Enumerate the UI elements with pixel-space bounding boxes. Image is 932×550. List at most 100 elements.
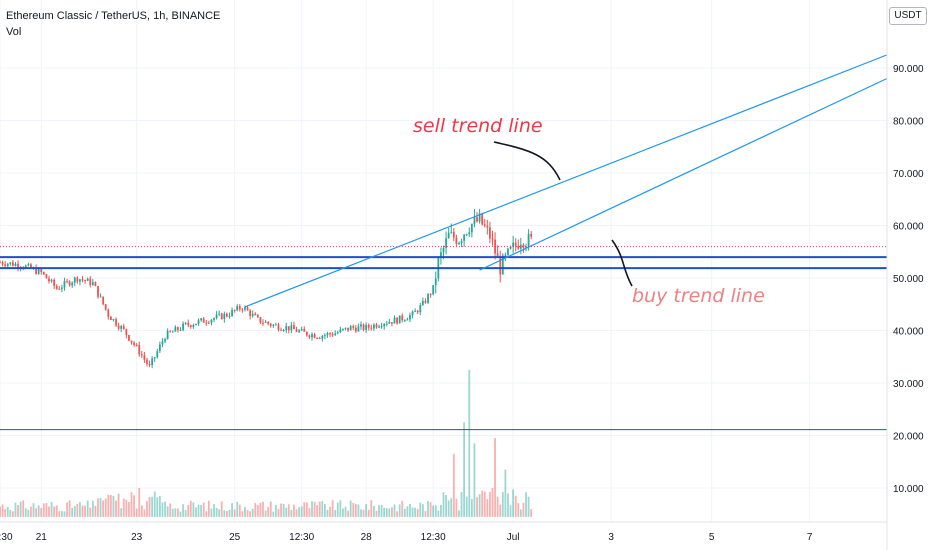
- candle-body: [334, 333, 337, 336]
- candle-body: [388, 322, 391, 324]
- buy-annotation-curve: [611, 239, 633, 287]
- volume-bar: [189, 500, 192, 517]
- candle-body: [249, 310, 252, 317]
- volume-bar: [91, 500, 94, 517]
- volume-bar: [277, 508, 280, 517]
- candle-body: [189, 325, 192, 327]
- volume-bar: [102, 500, 105, 517]
- candle-body: [169, 330, 172, 332]
- candle-body: [385, 323, 388, 325]
- volume-bar: [17, 505, 19, 517]
- candle-body: [223, 313, 226, 320]
- volume-bar: [499, 504, 502, 517]
- candle-body: [339, 329, 342, 333]
- candle-body: [220, 313, 223, 320]
- volume-bar: [445, 494, 447, 517]
- price-axis-bg: [887, 0, 932, 550]
- candle-body: [293, 325, 295, 330]
- volume-bar: [442, 492, 445, 517]
- candle-body: [11, 262, 14, 266]
- volume-bar: [398, 504, 401, 517]
- candle-body: [66, 281, 68, 283]
- candle-body: [352, 326, 355, 328]
- volume-bar: [530, 509, 533, 517]
- candle-body: [251, 313, 254, 317]
- candle-body: [267, 321, 270, 324]
- candle-body: [256, 315, 259, 318]
- currency-button[interactable]: USDT: [889, 7, 927, 25]
- volume-bar: [388, 508, 391, 517]
- buy-trend-line-label: buy trend line: [632, 285, 765, 307]
- volume-bar: [504, 469, 507, 517]
- volume-bar: [522, 502, 525, 517]
- volume-bar: [280, 503, 282, 517]
- volume-bar: [344, 506, 347, 517]
- candle-body: [476, 217, 478, 222]
- candle-body: [393, 317, 396, 324]
- volume-bar: [231, 503, 233, 517]
- annotation-arrows: [493, 141, 633, 287]
- candle-body: [501, 255, 504, 275]
- volume-bar: [285, 507, 288, 517]
- volume-indicator-label[interactable]: Vol: [6, 26, 22, 38]
- candle-body: [362, 324, 365, 330]
- volume-bar: [40, 508, 43, 517]
- candle-body: [238, 306, 241, 310]
- volume-bar: [514, 495, 517, 517]
- volume-bar: [262, 501, 264, 517]
- volume-bar: [210, 508, 213, 517]
- volume-bar: [251, 508, 254, 517]
- volume-bar: [406, 506, 409, 517]
- candle-body: [86, 278, 89, 281]
- candle-body: [60, 287, 63, 290]
- candle-body: [210, 319, 213, 323]
- volume-bar: [174, 508, 177, 517]
- volume-bar: [195, 507, 197, 517]
- candle-body: [391, 322, 393, 324]
- candle-body: [329, 333, 331, 335]
- volume-bar: [447, 500, 450, 517]
- candle-body: [396, 317, 398, 324]
- volume-bar: [184, 509, 187, 517]
- candle-body: [522, 244, 525, 248]
- candle-body: [323, 335, 326, 337]
- symbol-title[interactable]: Ethereum Classic / TetherUS, 1h, BINANCE: [6, 10, 221, 22]
- volume-bar: [349, 500, 352, 517]
- volume-bar: [254, 503, 257, 517]
- candle-body: [192, 325, 195, 327]
- volume-bar: [476, 497, 478, 517]
- volume-bar: [416, 508, 419, 517]
- candle-body: [269, 323, 272, 326]
- price-tick-label: 80.000: [893, 117, 924, 128]
- volume-bar: [525, 492, 527, 517]
- volume-bar: [14, 502, 17, 517]
- volume-bar: [125, 499, 128, 517]
- volume-bar: [109, 494, 112, 517]
- volume-bar: [226, 511, 228, 517]
- volume-bar: [501, 492, 504, 517]
- volume-bar: [287, 504, 290, 517]
- candle-body: [344, 327, 347, 329]
- volume-bar: [334, 509, 337, 517]
- candle-body: [130, 340, 133, 343]
- volume-bar: [347, 510, 349, 517]
- volume-bar: [329, 506, 331, 517]
- candle-body: [470, 224, 473, 233]
- volume-bar: [238, 504, 241, 517]
- candle-body: [259, 317, 262, 323]
- candle-body: [331, 334, 334, 336]
- sell-trend-line-label: sell trend line: [413, 115, 543, 137]
- volume-bar: [169, 503, 172, 517]
- candle-body: [128, 335, 130, 341]
- candle-body: [342, 328, 344, 330]
- volume-bar: [115, 500, 117, 517]
- volume-bar: [481, 490, 484, 517]
- volume-bar: [122, 498, 125, 517]
- candle-body: [491, 238, 494, 240]
- candle-body: [452, 231, 455, 238]
- volume-bar: [274, 505, 277, 517]
- candle-body: [27, 264, 30, 266]
- volume-bar: [432, 505, 435, 517]
